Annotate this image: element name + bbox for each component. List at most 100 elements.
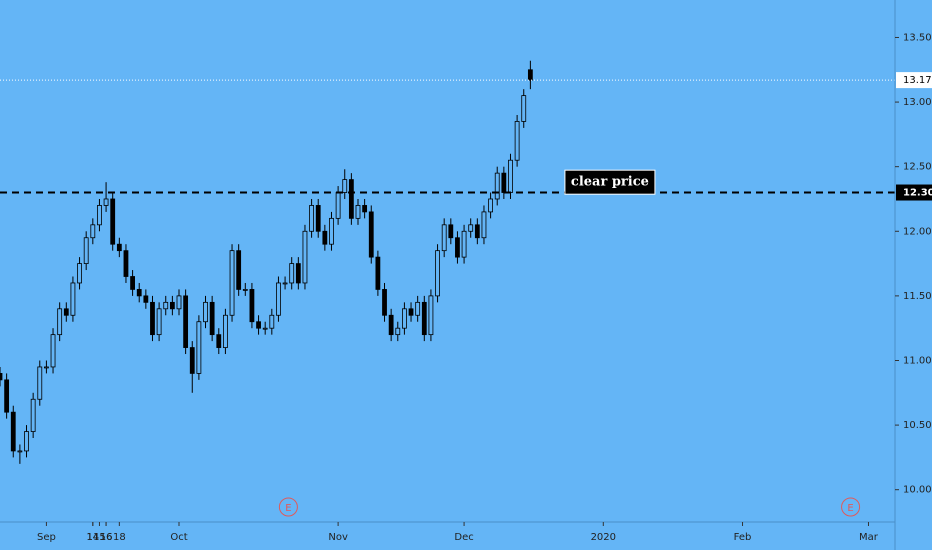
candle-body xyxy=(203,301,208,323)
candle-body xyxy=(368,211,374,258)
candle-body xyxy=(143,295,149,303)
candle-body xyxy=(382,289,387,316)
candle-body xyxy=(474,224,480,239)
candle-body xyxy=(435,250,440,297)
candle-body xyxy=(527,69,533,81)
candle-body xyxy=(395,327,401,336)
y-tick-label: 11.00 xyxy=(903,355,932,366)
candle-body xyxy=(269,314,275,329)
y-tick-label: 11.50 xyxy=(903,291,932,302)
x-tick-label: Feb xyxy=(734,532,752,543)
x-tick-label: 16 xyxy=(100,532,113,543)
y-tick-label: 13.50 xyxy=(903,32,932,43)
candle-body xyxy=(514,121,520,161)
candle-body xyxy=(362,205,368,213)
candle-body xyxy=(229,250,235,316)
level-label-box xyxy=(896,184,932,201)
earnings-label: E xyxy=(285,503,291,514)
candle-body xyxy=(136,289,142,297)
candle-body xyxy=(428,295,434,336)
candle-body xyxy=(282,282,288,285)
candle-body xyxy=(163,301,169,310)
x-tick-label: Oct xyxy=(170,532,187,543)
candle-body xyxy=(4,379,10,413)
candle-body xyxy=(448,224,454,239)
candle-body xyxy=(488,198,493,213)
candle-body xyxy=(521,95,527,122)
candle-body xyxy=(83,237,89,264)
candle-body xyxy=(24,431,29,452)
candle-body xyxy=(63,308,69,316)
x-tick-label: Mar xyxy=(859,532,879,543)
y-tick-label: 12.00 xyxy=(903,226,932,237)
candle-body xyxy=(455,237,460,258)
candle-body xyxy=(388,314,394,336)
x-tick-label: Sep xyxy=(37,532,56,543)
candle-body xyxy=(342,179,348,193)
candle-body xyxy=(295,263,301,284)
candle-body xyxy=(421,301,427,336)
candle-body xyxy=(262,327,268,330)
candle-body xyxy=(17,450,23,453)
candle-body xyxy=(57,308,63,336)
candle-body xyxy=(0,373,3,381)
candle-body xyxy=(461,230,467,258)
candle-body xyxy=(375,256,381,290)
candle-body xyxy=(116,243,122,252)
candle-body xyxy=(176,295,182,310)
candle-body xyxy=(508,159,513,193)
candle-body xyxy=(242,289,248,291)
candle-body xyxy=(156,308,162,336)
candle-body xyxy=(236,250,242,290)
candle-body xyxy=(501,172,507,193)
candle-body xyxy=(408,308,414,316)
x-tick-label: 15 xyxy=(93,532,106,543)
candle-body xyxy=(70,282,76,316)
candle-body xyxy=(30,398,36,432)
candle-body xyxy=(169,301,175,310)
level-label: 12.30 xyxy=(903,188,932,199)
x-tick-label: 14 xyxy=(86,532,99,543)
candle-body xyxy=(322,230,328,245)
candle-body xyxy=(77,263,82,284)
earnings-marker xyxy=(278,497,298,517)
candle-body xyxy=(189,347,195,374)
y-tick-label: 10.00 xyxy=(903,485,932,496)
candle-body xyxy=(183,295,189,348)
candle-body xyxy=(494,172,500,200)
earnings-marker xyxy=(841,497,861,517)
candle-body xyxy=(223,314,228,348)
candle-body xyxy=(130,276,135,290)
candle-body xyxy=(289,263,295,284)
x-tick-label: 16 xyxy=(100,532,113,543)
candle-body xyxy=(402,308,407,329)
candle-body xyxy=(97,205,102,226)
candle-body xyxy=(302,230,308,284)
candle-body xyxy=(348,179,354,219)
last-price-box xyxy=(896,72,932,89)
candle-body xyxy=(44,366,49,369)
candle-body xyxy=(103,198,109,206)
candle-body xyxy=(276,282,281,316)
candle-body xyxy=(256,321,261,329)
candle-body xyxy=(329,217,334,245)
candle-body xyxy=(481,211,487,239)
candle-body xyxy=(441,224,447,252)
candle-body xyxy=(50,334,56,368)
candle-body xyxy=(309,205,314,232)
candle-body xyxy=(415,301,421,316)
candle-body xyxy=(335,192,341,219)
last-price-label: 13.17 xyxy=(903,75,932,86)
candle-body xyxy=(150,301,155,336)
earnings-label: E xyxy=(847,503,853,514)
candle-body xyxy=(468,224,474,232)
x-tick-label: 14 xyxy=(86,532,99,543)
candle-body xyxy=(249,289,255,323)
x-tick-label: Dec xyxy=(454,532,473,543)
candle-body xyxy=(196,321,202,374)
candle-body xyxy=(37,366,43,400)
candle-body xyxy=(10,411,16,452)
annotation-box xyxy=(564,169,656,195)
